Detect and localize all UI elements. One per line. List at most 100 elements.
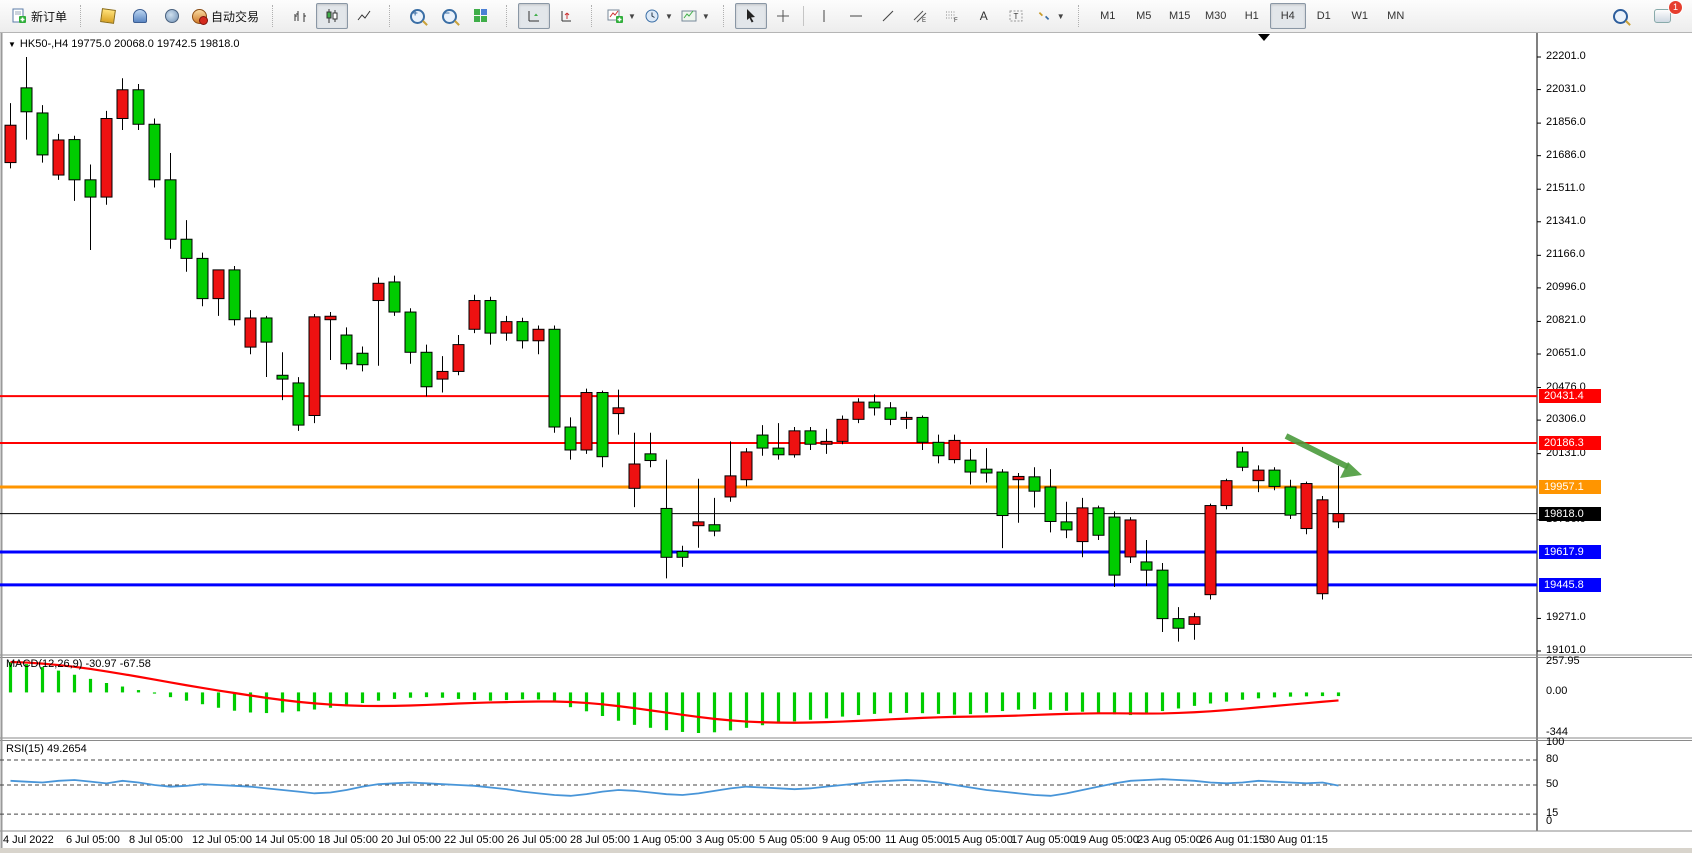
- zoom-in-icon: +: [409, 8, 425, 24]
- date-tick-label: 26 Aug 01:15: [1200, 834, 1265, 846]
- auto-trading-button[interactable]: 自动交易: [188, 3, 263, 29]
- macd-axis-label: 257.95: [1546, 655, 1580, 667]
- price-tick-label: 20651.0: [1546, 347, 1586, 359]
- cursor-icon: [746, 9, 755, 23]
- price-level-label: 20186.3: [1539, 436, 1601, 451]
- timeframe-button-m30[interactable]: M30: [1205, 10, 1227, 22]
- collapse-triangle-icon[interactable]: ▼: [8, 40, 16, 49]
- tile-windows-button[interactable]: [465, 3, 497, 29]
- dropdown-caret: ▼: [1056, 11, 1065, 21]
- timeframe-button-h1[interactable]: H1: [1244, 10, 1259, 22]
- line-chart-icon: [357, 10, 371, 21]
- text-a-icon: A: [979, 9, 988, 23]
- arrows-tool-button[interactable]: ▼: [1032, 3, 1069, 29]
- new-order-label: 新订单: [31, 9, 68, 24]
- rsi-axis-label: 100: [1546, 736, 1565, 749]
- price-tick-label: 20306.0: [1546, 413, 1586, 426]
- fibonacci-tool-button[interactable]: F: [936, 3, 968, 29]
- templates-button[interactable]: ▼: [677, 3, 714, 29]
- price-level-label: 19818.0: [1539, 506, 1601, 521]
- price-tick-label: 21511.0: [1546, 182, 1585, 195]
- svg-text:F: F: [954, 18, 958, 24]
- text-tool-button[interactable]: A: [968, 3, 1000, 29]
- timeframe-button-w1[interactable]: W1: [1351, 10, 1368, 22]
- date-tick-label: 19 Aug 05:00: [1074, 834, 1139, 846]
- fibonacci-icon: F: [945, 11, 958, 24]
- toolbar-separator: [506, 5, 512, 27]
- horizontal-line-tool-button[interactable]: [840, 3, 872, 29]
- candlestick-mode-button[interactable]: [316, 3, 349, 29]
- channel-tool-button[interactable]: E: [904, 3, 936, 29]
- price-level-label: 19957.1: [1539, 479, 1601, 494]
- timeframe-button-m5[interactable]: M5: [1136, 10, 1152, 22]
- crosshair-icon: [776, 10, 789, 22]
- line-chart-mode-button[interactable]: [348, 3, 380, 29]
- tile-windows-icon: [474, 9, 488, 23]
- auto-trading-icon: [192, 8, 209, 25]
- macd-axis-label: -344: [1546, 726, 1569, 738]
- macd-label: MACD(12,26,9) -30.97 -67.58: [6, 658, 151, 670]
- notifications-button[interactable]: 1: [1646, 0, 1683, 29]
- chart-symbol-title: ▼ HK50-,H4 19775.0 20068.0 19742.5 19818.…: [8, 38, 240, 50]
- timeframe-button-m15[interactable]: M15: [1169, 10, 1191, 22]
- symbol-ohlc-text: HK50-,H4 19775.0 20068.0 19742.5 19818.0: [19, 38, 240, 50]
- trendline-icon: [882, 10, 894, 22]
- chart-shift-button[interactable]: [550, 3, 582, 29]
- indicators-button[interactable]: ▼: [603, 3, 640, 29]
- bar-chart-icon: [294, 11, 307, 22]
- new-order-icon: [12, 8, 26, 23]
- timeframe-button-h4[interactable]: H4: [1269, 3, 1306, 29]
- price-tick-label: 20821.0: [1546, 314, 1586, 327]
- new-order-button[interactable]: 新订单: [7, 3, 71, 29]
- price-level-label: 19445.8: [1539, 577, 1601, 592]
- market-depth-button[interactable]: [92, 3, 124, 29]
- cursor-tool-button[interactable]: [734, 3, 767, 29]
- news-button[interactable]: [156, 3, 188, 29]
- date-tick-label: 4 Jul 2022: [3, 834, 54, 846]
- toolbar-divider: [802, 6, 804, 26]
- chart-shift-icon: [561, 11, 572, 22]
- price-tick-label: 19271.0: [1546, 611, 1586, 624]
- rsi-axis-label: 50: [1546, 778, 1559, 790]
- date-tick-label: 20 Jul 05:00: [381, 834, 441, 846]
- crosshair-tool-button[interactable]: [767, 3, 799, 29]
- vertical-line-tool-button[interactable]: [808, 3, 840, 29]
- timeframe-button-d1[interactable]: D1: [1316, 10, 1331, 22]
- search-button[interactable]: [1604, 3, 1636, 29]
- price-level-label: 20431.4: [1539, 389, 1601, 404]
- price-tick-label: 22201.0: [1546, 50, 1586, 62]
- accounts-button[interactable]: [124, 3, 156, 29]
- rsi-axis-label: 80: [1546, 753, 1559, 765]
- auto-scroll-icon: [528, 11, 540, 22]
- vertical-line-icon: [823, 10, 825, 22]
- zoom-out-button[interactable]: −: [433, 3, 465, 29]
- toolbar-separator: [1077, 5, 1084, 27]
- macd-axis-label: 0.00: [1546, 685, 1568, 698]
- auto-trading-label: 自动交易: [211, 9, 260, 24]
- person-icon: [133, 9, 148, 23]
- date-tick-label: 6 Jul 05:00: [66, 834, 120, 846]
- notification-badge: 1: [1668, 0, 1683, 15]
- trendline-tool-button[interactable]: [872, 3, 904, 29]
- auto-scroll-button[interactable]: [518, 3, 551, 29]
- bar-chart-mode-button[interactable]: [284, 3, 316, 29]
- price-tick-label: 21856.0: [1546, 116, 1586, 129]
- timeframe-button-m1[interactable]: M1: [1100, 10, 1116, 22]
- timeframe-button-mn[interactable]: MN: [1387, 10, 1405, 22]
- svg-text:T: T: [1013, 12, 1018, 21]
- text-label-tool-button[interactable]: T: [1000, 3, 1032, 29]
- dropdown-caret: ▼: [664, 11, 673, 21]
- date-tick-label: 28 Jul 05:00: [570, 834, 630, 846]
- zoom-in-button[interactable]: +: [401, 3, 433, 29]
- date-tick-label: 23 Aug 05:00: [1137, 834, 1202, 846]
- date-tick-label: 17 Aug 05:00: [1011, 834, 1076, 846]
- horizontal-line-icon: [849, 15, 862, 17]
- periods-button[interactable]: ▼: [640, 3, 677, 29]
- date-tick-label: 15 Aug 05:00: [948, 834, 1013, 846]
- toolbar-separator: [389, 5, 395, 27]
- main-toolbar: 新订单 自动交易 + −: [0, 0, 1692, 33]
- toolbar-separator: [80, 5, 86, 27]
- cube-icon: [100, 8, 116, 24]
- price-tick-label: 21341.0: [1546, 214, 1586, 227]
